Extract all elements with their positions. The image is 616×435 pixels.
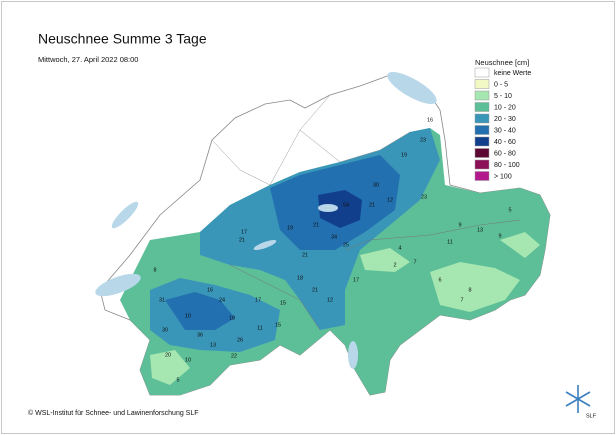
station-value: 17 xyxy=(255,297,261,303)
station-value: 11 xyxy=(257,325,263,331)
station-value: 4 xyxy=(398,245,401,251)
region-5-10 xyxy=(500,232,540,258)
station-value: 8 xyxy=(468,287,471,293)
region-40-60 xyxy=(318,190,362,228)
lake xyxy=(348,341,358,369)
station-value: 21 xyxy=(302,252,308,258)
legend-swatch xyxy=(474,136,490,147)
station-value: 30 xyxy=(162,327,168,333)
legend-swatch xyxy=(474,125,490,135)
station-value: 23 xyxy=(421,194,427,200)
legend-label: 0 - 5 xyxy=(494,81,508,88)
station-value: 23 xyxy=(420,137,426,143)
station-value: 7 xyxy=(460,297,463,303)
lake xyxy=(253,240,277,250)
map xyxy=(95,71,551,396)
station-value: 8 xyxy=(153,267,156,273)
station-value: 21 xyxy=(313,222,319,228)
region-5-10 xyxy=(150,350,190,385)
station-value: 16 xyxy=(427,117,433,123)
legend-swatch xyxy=(474,159,490,170)
station-value: 12 xyxy=(387,197,393,203)
legend: Neuschnee [cm] keine Werte 0 - 5 5 - 10 10 … xyxy=(474,58,531,181)
station-value: 9 xyxy=(498,233,501,239)
border xyxy=(344,219,521,251)
station-value: 22 xyxy=(231,353,237,359)
station-value: 13 xyxy=(210,342,216,348)
station-value: 26 xyxy=(237,337,243,343)
station-value: 20 xyxy=(165,352,171,358)
lake xyxy=(387,71,437,105)
station-value: 31 xyxy=(159,297,165,303)
station-value: 19 xyxy=(401,152,407,158)
station-value: 9 xyxy=(458,222,461,228)
border xyxy=(299,129,411,163)
station-value: 19 xyxy=(287,225,293,231)
station-value: 21 xyxy=(239,237,245,243)
legend-swatch xyxy=(474,113,490,124)
station-value: 10 xyxy=(185,313,191,319)
copyright: © WSL-Institut für Schnee- und Lawinenfo… xyxy=(28,409,199,417)
station-value: 16 xyxy=(207,287,213,293)
station-value: 24 xyxy=(219,297,225,303)
region-5-10 xyxy=(430,262,520,312)
legend-swatch xyxy=(474,79,490,89)
legend-swatch xyxy=(474,90,490,101)
legend-label: keine Werte xyxy=(494,70,531,77)
station-value: 10 xyxy=(185,357,191,363)
legend-label: 60 - 80 xyxy=(494,150,516,157)
subtitle: Mittwoch, 27. April 2022 08:00 xyxy=(38,55,138,64)
stations: 1930212354211917342521122116913119476821… xyxy=(153,117,511,383)
station-value: 6 xyxy=(438,277,441,283)
legend-label: 40 - 60 xyxy=(494,139,516,146)
title: Neuschnee Summe 3 Tage xyxy=(38,31,207,47)
region-30-40 xyxy=(165,292,235,330)
station-value: 15 xyxy=(275,322,281,328)
legend-label: 30 - 40 xyxy=(494,127,516,134)
legend-label: 80 - 100 xyxy=(494,162,520,169)
station-value: 21 xyxy=(312,287,318,293)
station-value: 11 xyxy=(447,239,453,245)
legend-label: 5 - 10 xyxy=(494,93,512,100)
lake xyxy=(95,273,141,297)
station-value: 25 xyxy=(343,242,349,248)
station-value: 2 xyxy=(393,262,396,268)
legend-swatch xyxy=(474,102,490,112)
logo-stroke xyxy=(565,391,591,407)
station-value: 36 xyxy=(197,332,203,338)
station-value: 30 xyxy=(373,182,379,188)
region-5-10 xyxy=(360,248,410,272)
station-value: 7 xyxy=(413,259,416,265)
border xyxy=(211,94,331,186)
border xyxy=(229,264,321,331)
legend-label: 10 - 20 xyxy=(494,104,516,111)
lake xyxy=(111,201,139,229)
station-value: 17 xyxy=(353,277,359,283)
legend-swatch xyxy=(474,171,490,181)
station-value: 18 xyxy=(229,315,235,321)
lake xyxy=(318,204,338,212)
legend-swatch xyxy=(474,148,490,158)
station-value: 34 xyxy=(331,234,337,240)
legend-title: Neuschnee [cm] xyxy=(475,58,529,67)
station-value: 5 xyxy=(176,377,179,383)
station-value: 15 xyxy=(280,300,286,306)
station-value: 21 xyxy=(369,202,375,208)
station-value: 18 xyxy=(297,275,303,281)
logo-text: SLF xyxy=(586,413,597,419)
station-value: 5 xyxy=(508,207,511,213)
station-value: 13 xyxy=(477,227,483,233)
legend-label: > 100 xyxy=(494,173,512,180)
legend-swatch xyxy=(474,67,490,78)
station-value: 12 xyxy=(327,297,333,303)
station-value: 17 xyxy=(241,229,247,235)
legend-label: 20 - 30 xyxy=(494,116,516,123)
station-value: 54 xyxy=(343,202,349,208)
logo xyxy=(565,385,591,413)
